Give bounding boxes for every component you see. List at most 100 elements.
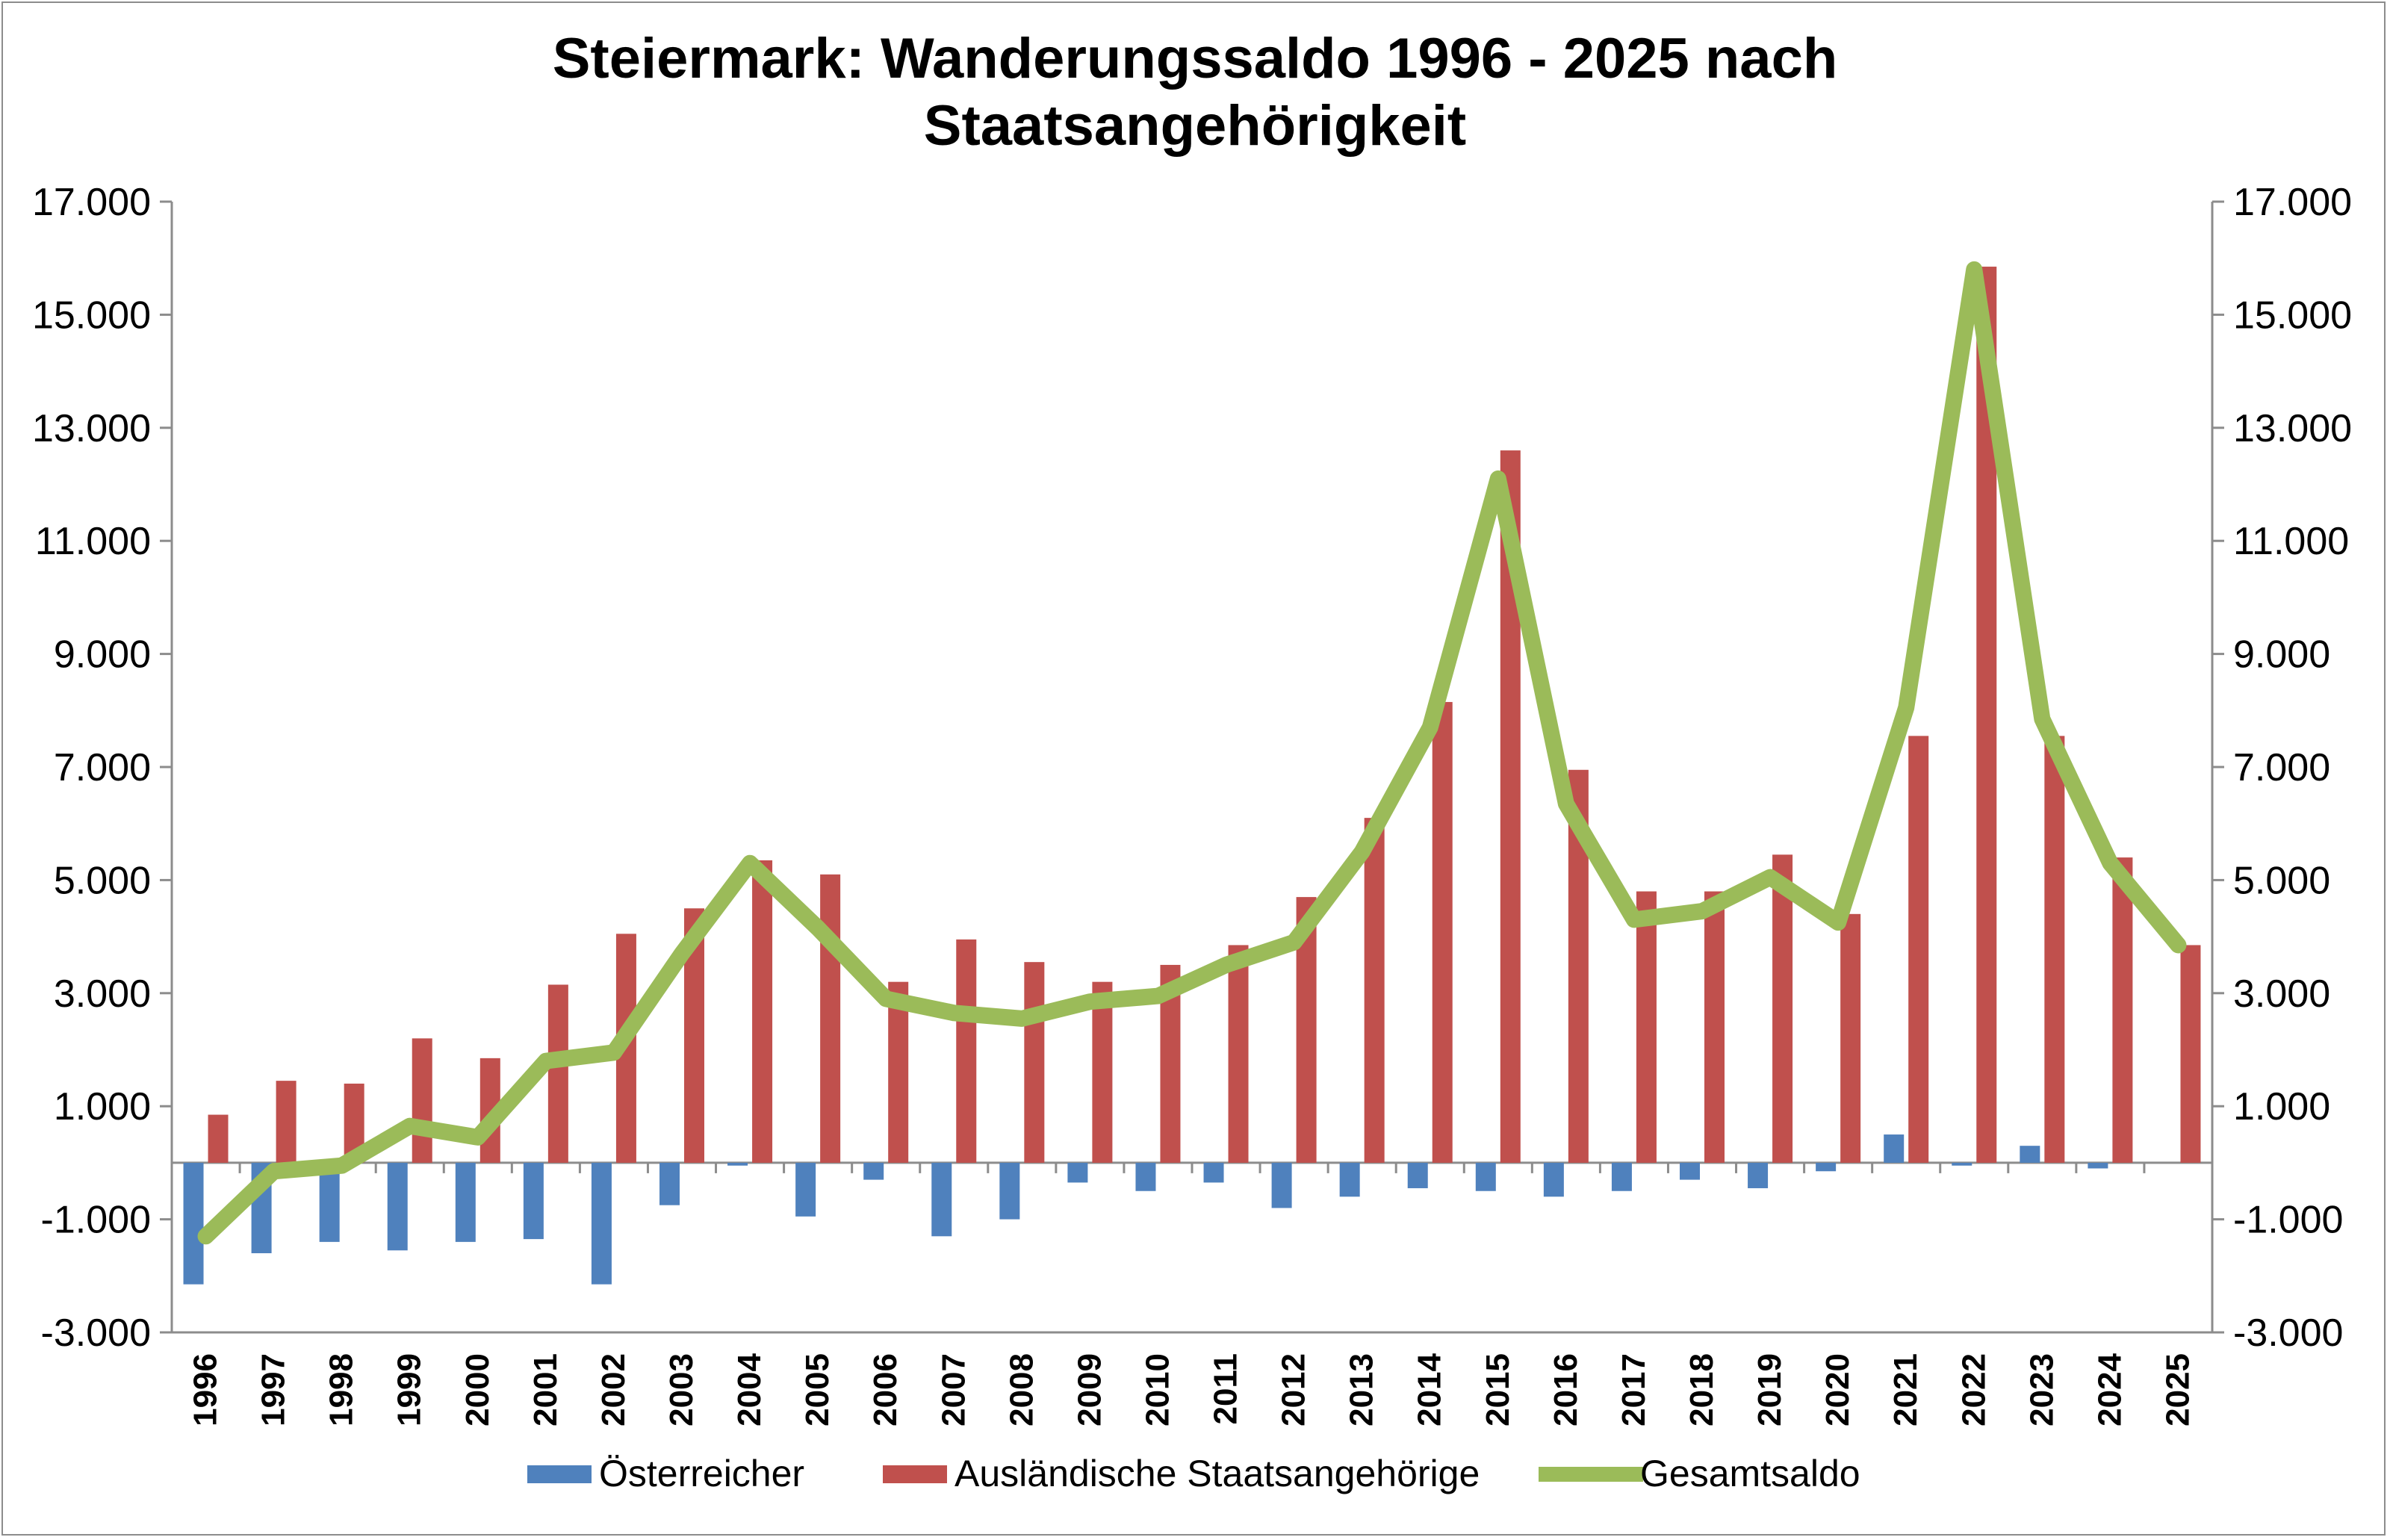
legend-item-auslaendische-swatch [883, 1465, 947, 1483]
y-tick-label-right: 5.000 [2233, 859, 2330, 902]
x-tick-label: 2007 [935, 1353, 972, 1426]
bar-oesterreicher [455, 1162, 476, 1242]
bar-auslaendische [888, 981, 909, 1163]
bar-oesterreicher [1748, 1162, 1769, 1188]
y-tick-label-left: 7.000 [54, 746, 151, 789]
x-tick-label: 2024 [2091, 1353, 2128, 1426]
y-tick-label-right: 7.000 [2233, 746, 2330, 789]
bar-auslaendische [2044, 736, 2065, 1163]
x-tick-label: 1999 [391, 1353, 428, 1426]
bar-oesterreicher [999, 1162, 1020, 1220]
x-tick-label: 2000 [459, 1353, 496, 1426]
y-tick-label-right: -3.000 [2233, 1311, 2343, 1355]
x-tick-label: 2006 [867, 1353, 904, 1426]
legend-item-oesterreicher-swatch [527, 1465, 592, 1483]
y-tick-label-left: 5.000 [54, 859, 151, 902]
bar-oesterreicher [591, 1162, 612, 1285]
x-tick-label: 2010 [1139, 1353, 1176, 1426]
bar-oesterreicher [1543, 1162, 1564, 1197]
x-tick-label: 2002 [595, 1353, 632, 1426]
x-tick-label: 2015 [1480, 1353, 1516, 1426]
bar-oesterreicher [1339, 1162, 1360, 1197]
legend-item-gesamtsaldo: Gesamtsaldo [1640, 1453, 1860, 1494]
bar-auslaendische [1908, 736, 1929, 1163]
total-line [197, 261, 2187, 1245]
bar-oesterreicher [727, 1162, 748, 1166]
x-tick-label: 2001 [527, 1353, 564, 1426]
bar-oesterreicher [1475, 1162, 1496, 1191]
bar-auslaendische [276, 1081, 297, 1163]
bar-oesterreicher [2088, 1162, 2108, 1169]
y-tick-label-right: 1.000 [2233, 1085, 2330, 1128]
x-tick-label: 2023 [2023, 1353, 2060, 1426]
bar-auslaendische [1704, 891, 1725, 1163]
bar-oesterreicher [1135, 1162, 1156, 1191]
y-tick-label-left: -3.000 [41, 1311, 151, 1355]
bar-auslaendische [752, 860, 773, 1163]
x-tick-label: 2014 [1412, 1353, 1448, 1426]
bar-oesterreicher [319, 1162, 340, 1242]
bar-oesterreicher [1067, 1162, 1088, 1183]
x-tick-label: 2020 [1819, 1353, 1856, 1426]
y-tick-label-left: 15.000 [32, 294, 151, 337]
bar-oesterreicher [1952, 1162, 1972, 1166]
y-tick-label-right: 11.000 [2233, 520, 2349, 563]
y-tick-label-left: 3.000 [54, 972, 151, 1016]
legend-item-auslaendische: Ausländische Staatsangehörige [955, 1453, 1480, 1494]
x-tick-label: 1997 [255, 1353, 292, 1426]
bar-auslaendische [1636, 891, 1657, 1163]
x-tick-label: 2009 [1071, 1353, 1108, 1426]
bar-auslaendische [2180, 945, 2201, 1163]
y-tick-label-right: 15.000 [2233, 294, 2352, 337]
y-tick-label-left: -1.000 [41, 1199, 151, 1242]
bar-auslaendische [1228, 945, 1249, 1163]
bar-oesterreicher [659, 1162, 680, 1205]
bar-oesterreicher [1884, 1134, 1905, 1163]
x-tick-label: 2008 [1003, 1353, 1040, 1426]
bars [183, 267, 2201, 1285]
y-tick-label-left: 17.000 [32, 181, 151, 224]
x-tick-label: 2022 [1955, 1353, 1992, 1426]
bar-oesterreicher [1816, 1162, 1837, 1172]
legend-item-oesterreicher: Österreicher [599, 1453, 804, 1494]
y-tick-label-right: 17.000 [2233, 181, 2352, 224]
x-tick-label: 2012 [1276, 1353, 1312, 1426]
bar-auslaendische [1364, 818, 1385, 1163]
y-tick-label-right: 13.000 [2233, 407, 2352, 450]
line-gesamtsaldo [197, 261, 2187, 1245]
bar-oesterreicher [795, 1162, 816, 1217]
x-tick-label: 2017 [1615, 1353, 1652, 1426]
axes: -3.000 -3.000 -1.000 -1.000 1.000 1.000 3.000 3… [32, 181, 2352, 1426]
bar-oesterreicher [863, 1162, 884, 1180]
chart-title-line-2: Staatsangehörigkeit [924, 94, 1466, 158]
bar-auslaendische [412, 1038, 432, 1163]
bar-oesterreicher [387, 1162, 408, 1251]
y-tick-label-left: 13.000 [32, 407, 151, 450]
bar-auslaendische [547, 984, 568, 1163]
x-tick-label: 2013 [1344, 1353, 1380, 1426]
bar-oesterreicher [1611, 1162, 1632, 1191]
bar-auslaendische [1432, 701, 1453, 1163]
y-tick-label-right: 3.000 [2233, 972, 2330, 1016]
y-tick-label-left: 11.000 [35, 520, 151, 563]
x-tick-label: 1998 [323, 1353, 360, 1426]
bar-auslaendische [2112, 857, 2133, 1163]
x-tick-label: 2018 [1683, 1353, 1720, 1426]
x-tick-label: 2025 [2159, 1353, 2196, 1426]
bar-auslaendische [956, 939, 977, 1163]
bar-oesterreicher [1203, 1162, 1224, 1183]
bar-oesterreicher [523, 1162, 544, 1240]
x-tick-label: 2011 [1208, 1353, 1244, 1424]
x-tick-label: 2016 [1548, 1353, 1584, 1426]
x-tick-label: 2021 [1887, 1353, 1924, 1426]
y-tick-label-right: 9.000 [2233, 633, 2330, 677]
bar-auslaendische [208, 1114, 229, 1163]
bar-oesterreicher [183, 1162, 204, 1285]
bar-auslaendische [820, 874, 841, 1163]
bar-oesterreicher [2020, 1146, 2040, 1163]
x-tick-label: 2019 [1751, 1353, 1788, 1426]
bar-auslaendische [1092, 981, 1113, 1163]
bar-oesterreicher [1407, 1162, 1428, 1188]
